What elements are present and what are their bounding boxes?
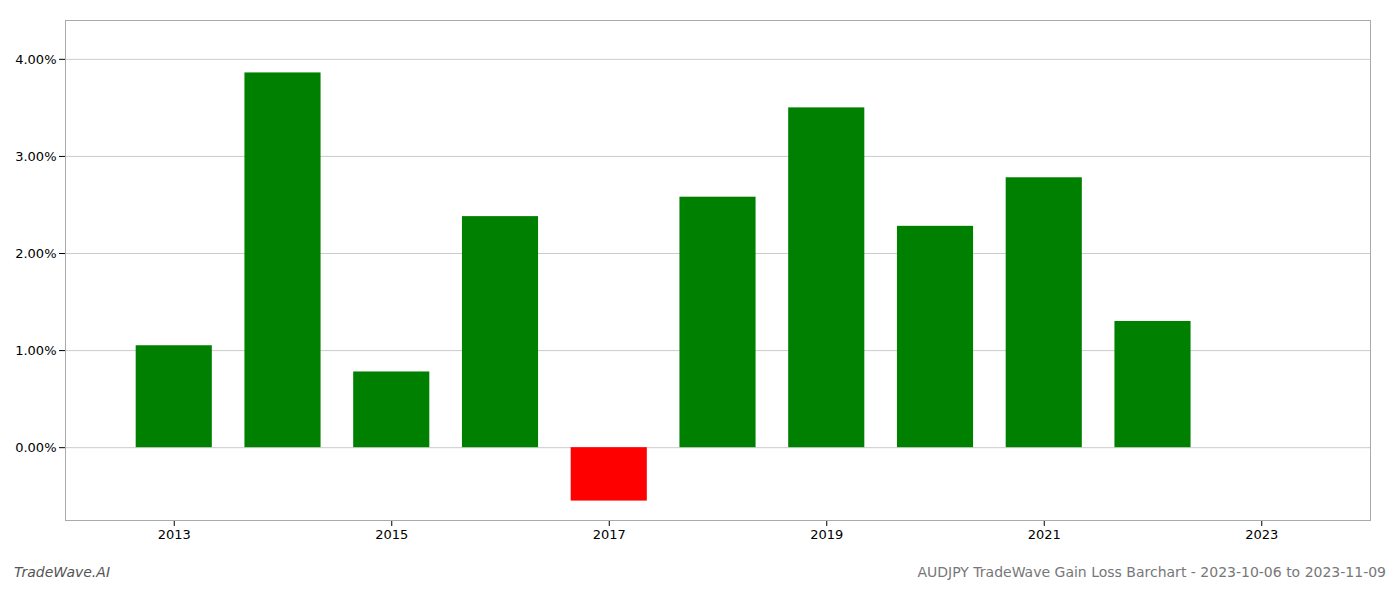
svg-text:2015: 2015 <box>375 527 408 542</box>
svg-text:2023: 2023 <box>1245 527 1278 542</box>
html-text:AUDJPY TradeWave Gain Loss Bar: AUDJPY TradeWave Gain Loss Barchart - 20… <box>917 564 1386 580</box>
svg-text:2021: 2021 <box>1028 527 1061 542</box>
svg-text:2.00%: 2.00% <box>15 246 56 261</box>
svg-text:2017: 2017 <box>593 527 626 542</box>
svg-text:2019: 2019 <box>810 527 843 542</box>
svg-text:0.00%: 0.00% <box>15 440 56 455</box>
html-text:TradeWave.AI: TradeWave.AI <box>14 564 110 580</box>
svg-text:1.00%: 1.00% <box>15 343 56 358</box>
svg-text:4.00%: 4.00% <box>15 51 56 66</box>
svg-text:3.00%: 3.00% <box>15 149 56 164</box>
svg-text:2013: 2013 <box>158 527 191 542</box>
